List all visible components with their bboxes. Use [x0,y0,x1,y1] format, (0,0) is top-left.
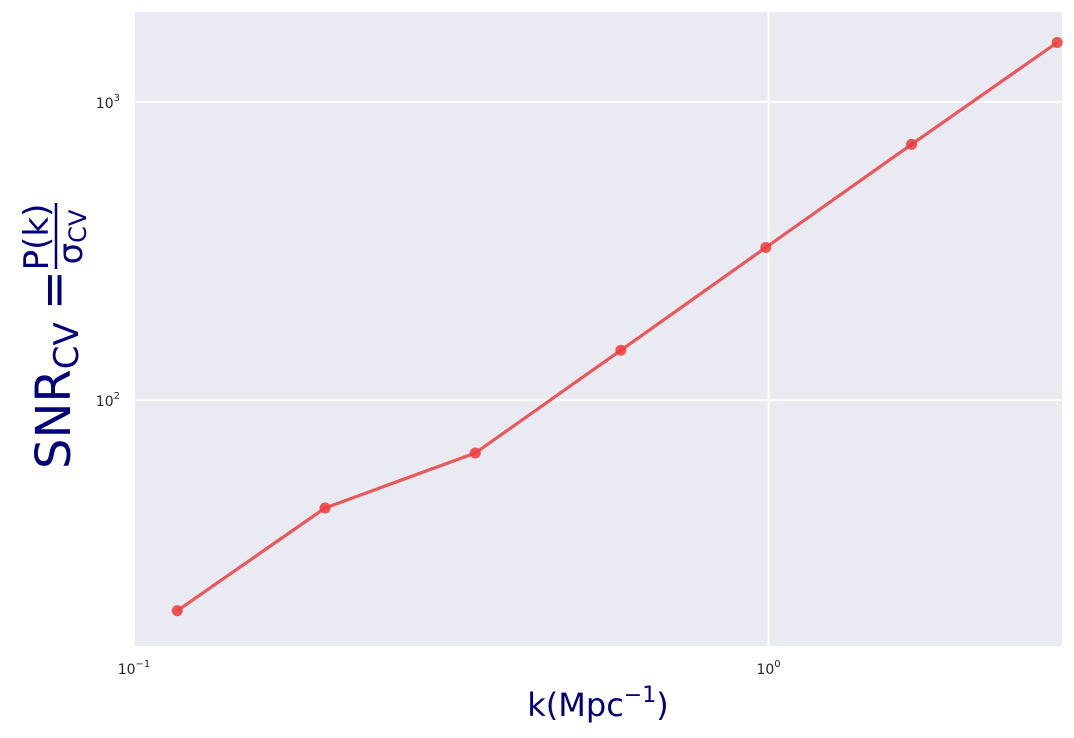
y-tick-label-base: 10 [96,96,114,112]
data-point [171,605,183,617]
x-axis-label-tail: ) [656,686,668,724]
svg-text:SNRCV=: SNRCV = [26,270,87,469]
series-layer [171,37,1063,617]
svg-text:σCV: σCV [51,209,92,264]
y-axis-label-numerator: P(k) [17,204,57,271]
data-point [319,502,331,514]
y-axis-label-sub: CV [47,322,87,369]
grid [133,12,1062,646]
data-point [1051,37,1063,49]
y-tick-label: 103 [96,93,120,112]
x-tick-label-base: 10 [756,662,774,678]
x-tick-label-base: 10 [118,662,136,678]
x-tick-label-exponent: −1 [136,659,151,670]
data-point [760,241,772,253]
y-axis-label-denominator: σ [51,243,91,265]
y-axis-label: SNRCV= P(k) σCV [17,203,92,469]
x-axis-label: k(Mpc−1) [527,683,668,724]
y-tick-label-exponent: 2 [114,391,120,402]
x-tick-label-exponent: 0 [774,659,780,670]
data-point [615,344,627,356]
x-tick-label: 10−1 [118,659,151,678]
x-axis-label-base: k(Mpc [527,686,624,724]
data-point [469,447,481,459]
y-axis-label-main: SNR [26,369,82,469]
y-axis-label-denominator-sub: CV [64,209,92,243]
x-axis-label-exponent: −1 [624,683,656,708]
y-axis-label-equals: = [26,270,82,310]
x-tick-labels: 10−1 100 [118,659,781,678]
y-tick-label-base: 10 [96,394,114,410]
x-tick-label: 100 [756,659,780,678]
y-tick-label: 102 [96,391,120,410]
data-point [906,138,918,150]
y-tick-label-exponent: 3 [114,93,120,104]
plot-background [134,12,1062,646]
